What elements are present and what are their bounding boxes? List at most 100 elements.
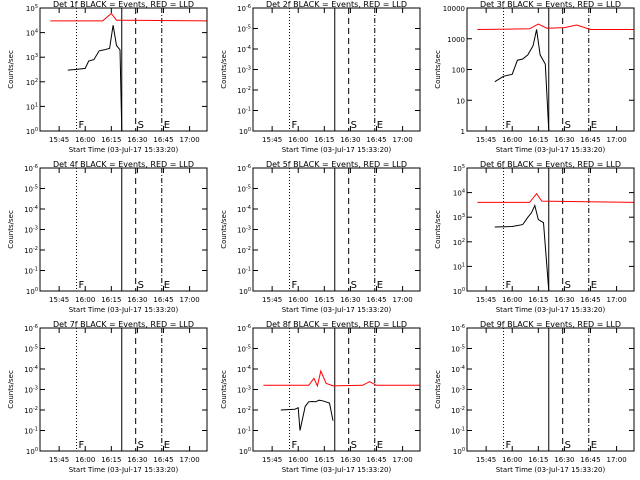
lld-series-line — [263, 369, 420, 388]
x-tick-label: 16:15 — [101, 136, 121, 144]
x-tick-label: 16:00 — [288, 456, 308, 464]
x-axis-label: Start Time (03-Jul-17 15:33:20) — [69, 306, 179, 314]
y-tick-label: 100 — [239, 127, 251, 136]
marker-label: S — [565, 440, 571, 451]
y-tick-label: 10-6 — [237, 4, 251, 13]
plot-frame — [466, 167, 635, 292]
x-tick-label: 17:00 — [393, 296, 413, 304]
y-tick-label: 1000 — [447, 36, 465, 44]
y-tick-label: 10-6 — [24, 164, 38, 173]
y-tick-label: 10-5 — [237, 185, 251, 194]
y-tick-label: 10-1 — [237, 107, 251, 116]
y-axis-label: Counts/sec — [434, 50, 442, 89]
x-tick-label: 16:45 — [366, 296, 386, 304]
x-tick-label: 15:45 — [476, 136, 496, 144]
y-tick-label: 101 — [453, 262, 465, 271]
marker-label: F — [79, 440, 85, 451]
x-tick-label: 16:45 — [153, 296, 173, 304]
x-tick-label: 17:00 — [180, 296, 200, 304]
y-tick-label: 10-3 — [24, 226, 38, 235]
y-tick-label: 105 — [453, 164, 465, 173]
marker-label: F — [292, 280, 298, 291]
x-tick-label: 16:30 — [127, 456, 147, 464]
x-tick-label: 16:30 — [554, 136, 574, 144]
x-tick-label: 17:00 — [393, 456, 413, 464]
y-tick-label: 1 — [461, 128, 465, 136]
plot-frame — [466, 7, 635, 132]
lld-series-line — [477, 192, 635, 203]
y-tick-label: 103 — [26, 53, 38, 62]
y-tick-label: 10-2 — [237, 246, 251, 255]
x-tick-label: 16:15 — [314, 136, 334, 144]
x-tick-label: 17:00 — [607, 296, 627, 304]
x-tick-label: 16:45 — [580, 296, 600, 304]
marker-label: S — [565, 120, 571, 131]
lld-series-line — [50, 12, 208, 22]
x-tick-label: 16:45 — [153, 136, 173, 144]
y-tick-label: 10-4 — [24, 205, 38, 214]
x-tick-label: 16:30 — [554, 456, 574, 464]
x-axis-label: Start Time (03-Jul-17 15:33:20) — [69, 466, 179, 474]
marker-label: E — [377, 440, 383, 451]
x-tick-label: 17:00 — [393, 136, 413, 144]
x-tick-label: 16:00 — [75, 296, 95, 304]
detector-panel-4: Det 4f BLACK = Events, RED = LLD F S E 100 10… — [7, 160, 208, 314]
x-tick-label: 16:00 — [502, 456, 522, 464]
x-axis-label: Start Time (03-Jul-17 15:33:20) — [496, 306, 606, 314]
detector-panel-2: Det 2f BLACK = Events, RED = LLD F S E 100 10… — [220, 0, 421, 154]
y-tick-label: 10-5 — [24, 345, 38, 354]
x-tick-label: 16:15 — [314, 456, 334, 464]
detector-panel-5: Det 5f BLACK = Events, RED = LLD F S E 100 10… — [220, 160, 421, 314]
y-tick-label: 100 — [26, 127, 38, 136]
marker-label: F — [292, 120, 298, 131]
marker-label: E — [164, 280, 170, 291]
marker-label: F — [506, 120, 512, 131]
y-tick-label: 10-1 — [24, 427, 38, 436]
y-tick-label: 100 — [453, 447, 465, 456]
y-tick-label: 10-6 — [451, 324, 465, 333]
y-tick-label: 10 — [456, 97, 465, 105]
marker-label: E — [591, 280, 597, 291]
x-tick-label: 16:00 — [288, 296, 308, 304]
marker-label: E — [164, 120, 170, 131]
y-axis-label: Counts/sec — [7, 50, 15, 89]
x-tick-label: 16:30 — [340, 456, 360, 464]
x-tick-label: 16:15 — [101, 456, 121, 464]
x-tick-label: 15:45 — [49, 456, 69, 464]
x-tick-label: 17:00 — [180, 136, 200, 144]
y-tick-label: 10-3 — [237, 226, 251, 235]
y-tick-label: 10-4 — [237, 365, 251, 374]
x-tick-label: 16:00 — [75, 136, 95, 144]
marker-label: F — [292, 440, 298, 451]
panel-title: Det 3f BLACK = Events, RED = LLD — [480, 0, 621, 9]
x-tick-label: 16:00 — [288, 136, 308, 144]
y-axis-label: Counts/sec — [434, 370, 442, 409]
y-tick-label: 100 — [453, 287, 465, 296]
marker-label: S — [351, 280, 357, 291]
x-tick-label: 16:30 — [340, 296, 360, 304]
x-axis-label: Start Time (03-Jul-17 15:33:20) — [496, 466, 606, 474]
detector-panel-1: Det 1f BLACK = Events, RED = LLD F S E 100 10… — [7, 0, 208, 154]
marker-label: F — [79, 120, 85, 131]
x-tick-label: 16:45 — [153, 456, 173, 464]
x-tick-label: 16:00 — [502, 136, 522, 144]
panel-title: Det 9f BLACK = Events, RED = LLD — [480, 320, 621, 329]
plot-frame — [39, 327, 208, 452]
panel-title: Det 5f BLACK = Events, RED = LLD — [266, 160, 407, 169]
y-tick-label: 10-3 — [451, 386, 465, 395]
y-tick-label: 102 — [26, 78, 38, 87]
marker-label: S — [138, 280, 144, 291]
x-tick-label: 16:30 — [127, 296, 147, 304]
panel-title: Det 1f BLACK = Events, RED = LLD — [53, 0, 194, 9]
panel-title: Det 7f BLACK = Events, RED = LLD — [53, 320, 194, 329]
marker-label: S — [565, 280, 571, 291]
events-series-line — [280, 399, 334, 431]
plot-frame — [252, 7, 421, 132]
detector-panel-9: Det 9f BLACK = Events, RED = LLD F S E 100 10… — [434, 320, 635, 474]
y-axis-label: Counts/sec — [220, 210, 228, 249]
marker-label: E — [591, 120, 597, 131]
x-tick-label: 16:15 — [101, 296, 121, 304]
marker-label: F — [506, 440, 512, 451]
y-tick-label: 10-1 — [24, 267, 38, 276]
